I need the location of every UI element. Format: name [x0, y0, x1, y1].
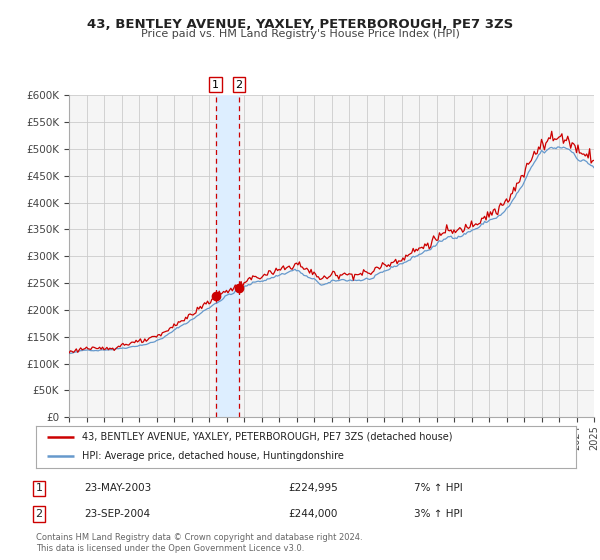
Text: 23-MAY-2003: 23-MAY-2003 [84, 483, 151, 493]
Text: 3% ↑ HPI: 3% ↑ HPI [414, 509, 463, 519]
Text: 23-SEP-2004: 23-SEP-2004 [84, 509, 150, 519]
Text: 2: 2 [35, 509, 43, 519]
Text: Price paid vs. HM Land Registry's House Price Index (HPI): Price paid vs. HM Land Registry's House … [140, 29, 460, 39]
Text: 43, BENTLEY AVENUE, YAXLEY, PETERBOROUGH, PE7 3ZS: 43, BENTLEY AVENUE, YAXLEY, PETERBOROUGH… [87, 18, 513, 31]
Text: £244,000: £244,000 [288, 509, 337, 519]
Bar [215, 95, 239, 417]
Text: 1: 1 [212, 80, 219, 90]
Text: HPI: Average price, detached house, Huntingdonshire: HPI: Average price, detached house, Hunt… [82, 451, 344, 461]
Text: 1: 1 [35, 483, 43, 493]
Text: 43, BENTLEY AVENUE, YAXLEY, PETERBOROUGH, PE7 3ZS (detached house): 43, BENTLEY AVENUE, YAXLEY, PETERBOROUGH… [82, 432, 452, 442]
Text: £224,995: £224,995 [288, 483, 338, 493]
Text: 2: 2 [236, 80, 242, 90]
Text: Contains HM Land Registry data © Crown copyright and database right 2024.
This d: Contains HM Land Registry data © Crown c… [36, 533, 362, 553]
Text: 7% ↑ HPI: 7% ↑ HPI [414, 483, 463, 493]
